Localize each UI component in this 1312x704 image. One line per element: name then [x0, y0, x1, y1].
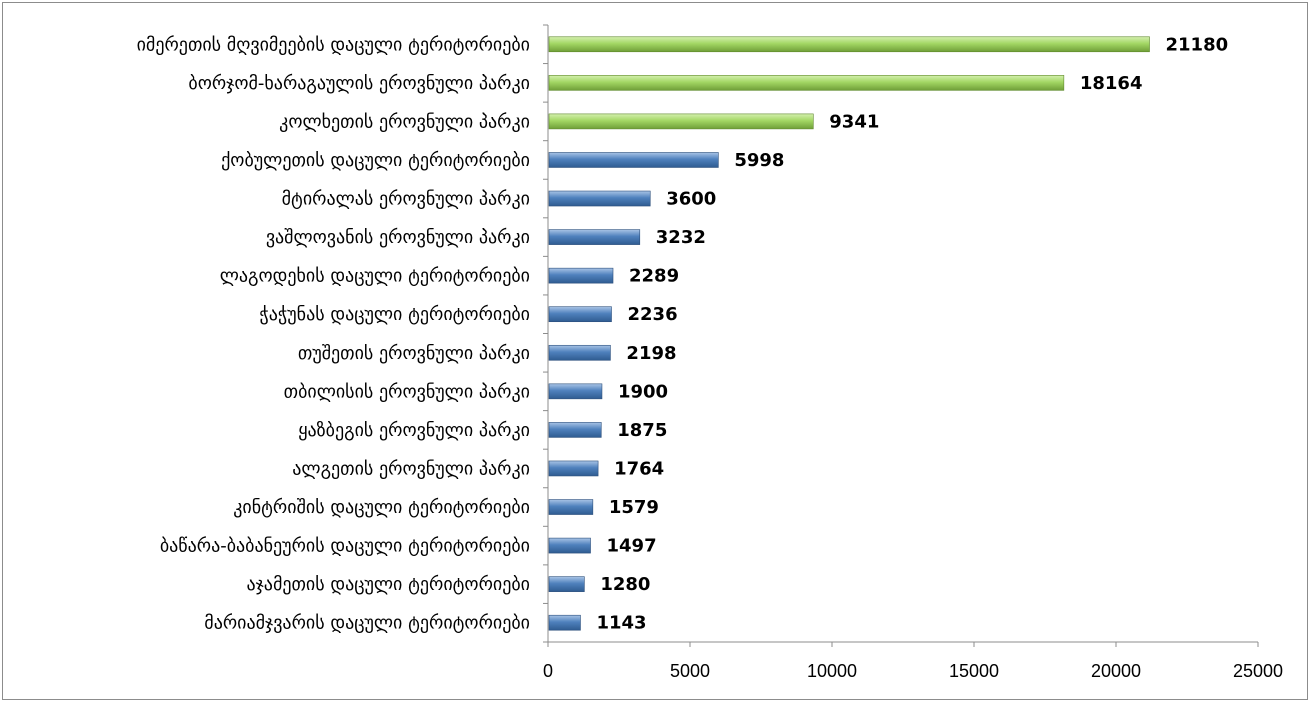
- bar: [548, 36, 1150, 53]
- value-label: 1900: [618, 381, 668, 402]
- category-label: ჭაჭუნას დაცული ტერიტორიები: [259, 304, 530, 325]
- category-label: თუშეთის ეროვნული პარკი: [298, 343, 530, 364]
- bar-chart: 0 5000 10000 15000 20000 25000 იმერეთის მღვიმ…: [137, 24, 1283, 681]
- value-label: 1875: [617, 420, 667, 441]
- bar: [548, 422, 602, 438]
- value-label: 1764: [614, 458, 664, 479]
- bar: [548, 152, 719, 168]
- category-label: ქობულეთის დაცული ტერიტორიები: [221, 150, 530, 171]
- bar: [548, 229, 641, 245]
- category-label: ბორჯომ-ხარაგაულის ეროვნული პარკი: [188, 73, 530, 94]
- category-label: იმერეთის მღვიმეების დაცული ტერიტორიები: [137, 34, 530, 55]
- value-label: 3600: [666, 189, 716, 210]
- bar: [548, 75, 1065, 91]
- category-label: თბილისის ეროვნული პარკი: [284, 381, 530, 402]
- value-label: 18164: [1080, 73, 1143, 94]
- value-label: 2198: [626, 343, 676, 364]
- value-label: 5998: [734, 150, 784, 171]
- category-label: ლაგოდეხის დაცული ტერიტორიები: [220, 266, 530, 287]
- value-label: 2289: [629, 266, 679, 287]
- category-label: ვაშლოვანის ეროვნული პარკი: [266, 227, 530, 248]
- value-label: 1497: [607, 536, 657, 557]
- x-tick-label: 5000: [670, 661, 710, 681]
- x-tick-label: 15000: [949, 661, 999, 681]
- category-label: მარიამჯვარის დაცული ტერიტორიები: [204, 613, 530, 634]
- value-label: 21180: [1166, 34, 1229, 55]
- category-label: მტირალას ეროვნული პარკი: [282, 189, 530, 210]
- x-tick-label: 25000: [1233, 661, 1283, 681]
- bar: [548, 190, 651, 207]
- x-tick-label: 20000: [1091, 661, 1141, 681]
- x-tick-label: 10000: [807, 661, 857, 681]
- category-label: აჯამეთის დაცული ტერიტორიები: [246, 574, 530, 595]
- category-label: ყაზბეგის ეროვნული პარკი: [298, 420, 530, 441]
- axes: 0 5000 10000 15000 20000 25000: [543, 24, 1283, 681]
- bar: [548, 113, 814, 130]
- category-label: ბაწარა-ბაბანეურის დაცული ტერიტორიები: [160, 536, 530, 557]
- value-label: 9341: [829, 111, 879, 132]
- category-label: კინტრიშის დაცული ტერიტორიები: [233, 497, 530, 518]
- value-label: 1579: [609, 497, 659, 518]
- category-label: ალგეთის ეროვნული პარკი: [292, 458, 530, 479]
- category-label: კოლხეთის ეროვნული პარკი: [279, 111, 530, 132]
- x-tick-label: 0: [543, 661, 553, 681]
- bar: [548, 460, 599, 477]
- bars: [548, 36, 1150, 631]
- value-label: 1280: [600, 574, 650, 595]
- value-label: 1143: [596, 613, 646, 634]
- bar: [548, 306, 612, 323]
- bar: [548, 499, 594, 515]
- value-label: 2236: [628, 304, 678, 325]
- bar: [548, 383, 603, 400]
- bar: [548, 576, 585, 592]
- bar: [548, 267, 614, 284]
- labels: იმერეთის მღვიმეების დაცული ტერიტორიები 21…: [137, 34, 1229, 633]
- value-label: 3232: [656, 227, 706, 248]
- bar: [548, 344, 611, 361]
- bar: [548, 614, 581, 631]
- bar: [548, 537, 591, 554]
